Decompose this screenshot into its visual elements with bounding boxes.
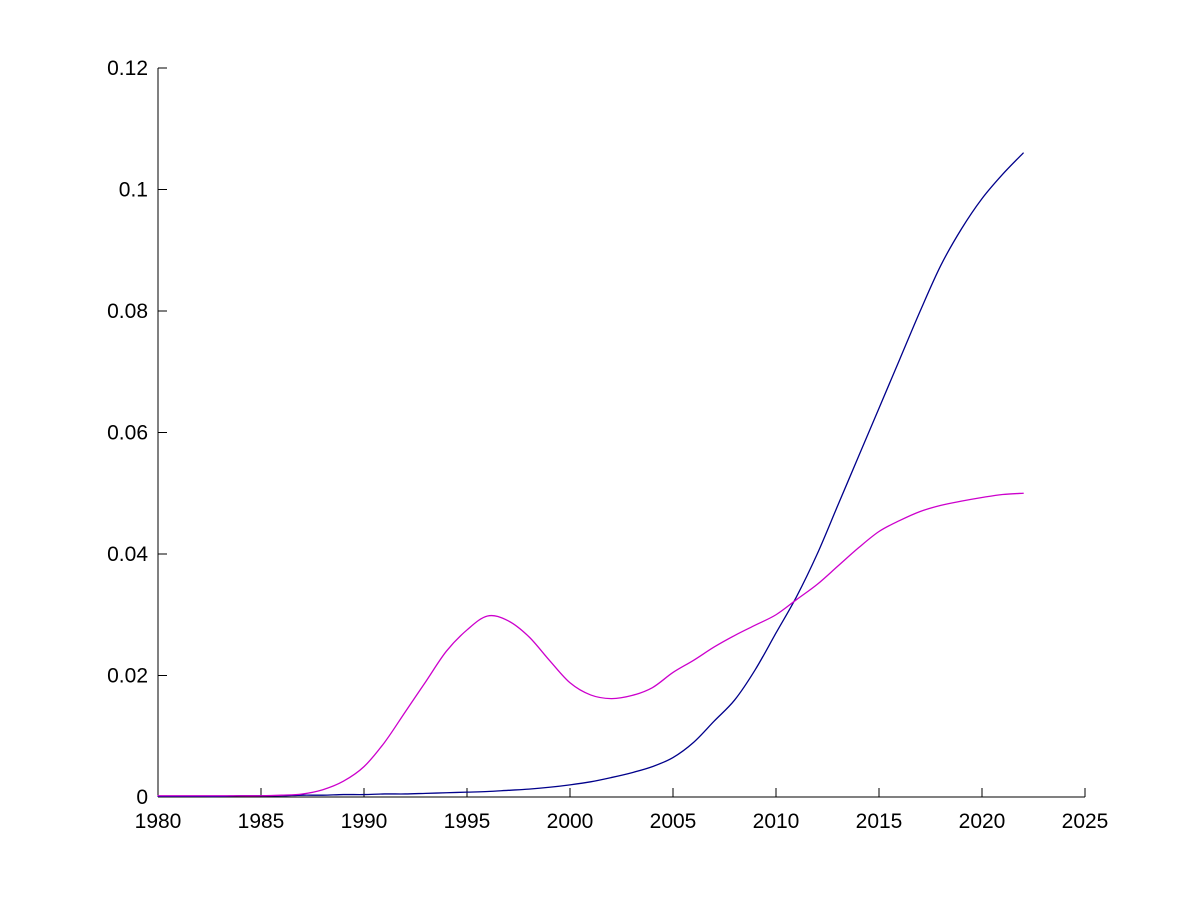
series-dark-blue-line bbox=[157, 152, 1024, 798]
x-tick-label: 1995 bbox=[444, 810, 491, 833]
x-tick-label: 2000 bbox=[547, 810, 594, 833]
x-tick-label: 2025 bbox=[1062, 810, 1109, 833]
series-magenta-line bbox=[157, 492, 1024, 797]
tick-labels-layer: 1980 1985 1990 1995 2000 2005 2010 2015 2020 2025… bbox=[107, 57, 1108, 833]
x-tick-label: 1990 bbox=[341, 810, 388, 833]
y-tick-label: 0.1 bbox=[119, 179, 148, 202]
x-tick-label: 2010 bbox=[753, 810, 800, 833]
x-tick-label: 2015 bbox=[856, 810, 903, 833]
y-tick-label: 0.02 bbox=[107, 665, 148, 688]
x-tick-label: 2020 bbox=[959, 810, 1006, 833]
y-tick-label: 0.06 bbox=[107, 422, 148, 445]
series-layer bbox=[157, 152, 1024, 798]
x-tick-label: 1985 bbox=[238, 810, 285, 833]
x-tick-label: 2005 bbox=[650, 810, 697, 833]
y-tick-label: 0.08 bbox=[107, 300, 148, 323]
x-tick-label: 1980 bbox=[135, 810, 182, 833]
axes-layer bbox=[157, 67, 1086, 798]
y-tick-label: 0 bbox=[136, 786, 148, 809]
y-tick-label: 0.04 bbox=[107, 543, 148, 566]
y-tick-label: 0.12 bbox=[107, 57, 148, 80]
